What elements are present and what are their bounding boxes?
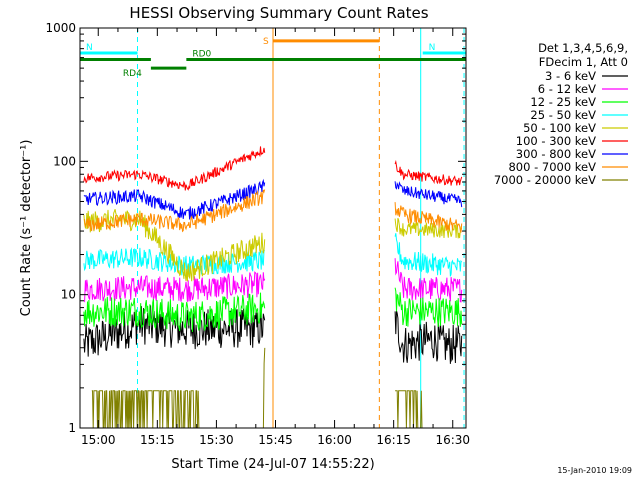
series-4-segment-1 [394, 218, 463, 239]
legend-label-6: 300 - 800 keV [516, 147, 596, 161]
series-5-segment-1 [394, 159, 463, 186]
plot-frame [79, 27, 467, 429]
legend-label-0: 3 - 6 keV [545, 69, 596, 83]
series-8-segment-1 [395, 390, 423, 429]
x-tick-label-5: 16:15 [376, 433, 411, 447]
chart-title: HESSI Observing Summary Count Rates [129, 4, 428, 22]
plot-area: N N S RD0 RD4 [79, 28, 466, 429]
y-tick-label-0: 1 [68, 421, 76, 435]
y-tick-label-1: 10 [61, 288, 76, 302]
marker-label-4: RD4 [123, 69, 142, 79]
marker-label-1: N [429, 43, 436, 53]
y-axis: 1 10 100 1000 [45, 21, 466, 435]
x-axis: 15:00 15:15 15:30 15:45 16:00 16:15 16:30 [81, 28, 470, 447]
marker-label-0: N [86, 43, 93, 53]
marker-label-2: S [263, 37, 269, 47]
legend-label-1: 6 - 12 keV [538, 82, 596, 96]
series-5-segment-0 [83, 146, 266, 191]
legend-header-0: Det 1,3,4,5,6,9, [538, 41, 628, 55]
marker-label-3: RD0 [192, 50, 211, 60]
legend-header-1: FDecim 1, Att 0 [539, 55, 628, 69]
x-tick-label-4: 16:00 [317, 433, 352, 447]
x-axis-label: Start Time (24-Jul-07 14:55:22) [171, 457, 374, 472]
footer-stamp: 15-Jan-2010 19:09 [557, 466, 632, 475]
series-2-segment-1 [394, 287, 463, 327]
x-tick-label-1: 15:15 [140, 433, 175, 447]
series-8-segment-0 [91, 347, 266, 429]
series-1-segment-0 [83, 271, 266, 303]
series-1-segment-1 [394, 258, 463, 303]
series-0-segment-0 [83, 305, 266, 357]
legend-label-8: 7000 - 20000 keV [494, 173, 596, 187]
series-6-segment-1 [394, 181, 463, 208]
series-7-segment-0 [83, 189, 266, 233]
legend-label-3: 25 - 50 keV [530, 108, 596, 122]
legend-label-7: 800 - 7000 keV [508, 160, 596, 174]
x-tick-label-2: 15:30 [199, 433, 234, 447]
x-tick-label-6: 16:30 [435, 433, 470, 447]
legend-label-2: 12 - 25 keV [530, 95, 596, 109]
series-6-segment-0 [83, 178, 266, 220]
x-tick-label-0: 15:00 [81, 433, 116, 447]
series-2-segment-0 [83, 292, 266, 333]
legend-label-4: 50 - 100 keV [523, 121, 596, 135]
legend: Det 1,3,4,5,6,9,FDecim 1, Att 03 - 6 keV… [494, 41, 628, 187]
legend-label-5: 100 - 300 keV [516, 134, 596, 148]
series-4-segment-0 [83, 209, 266, 282]
y-axis-label: Count Rate (s⁻¹ detector⁻¹) [19, 140, 34, 317]
series-0-segment-1 [394, 310, 463, 364]
x-tick-label-3: 15:45 [258, 433, 293, 447]
y-tick-label-2: 100 [53, 154, 76, 168]
series-7-segment-1 [394, 202, 463, 233]
y-tick-label-3: 1000 [45, 21, 76, 35]
series-3-segment-0 [83, 247, 265, 276]
series-3-segment-1 [394, 233, 463, 277]
